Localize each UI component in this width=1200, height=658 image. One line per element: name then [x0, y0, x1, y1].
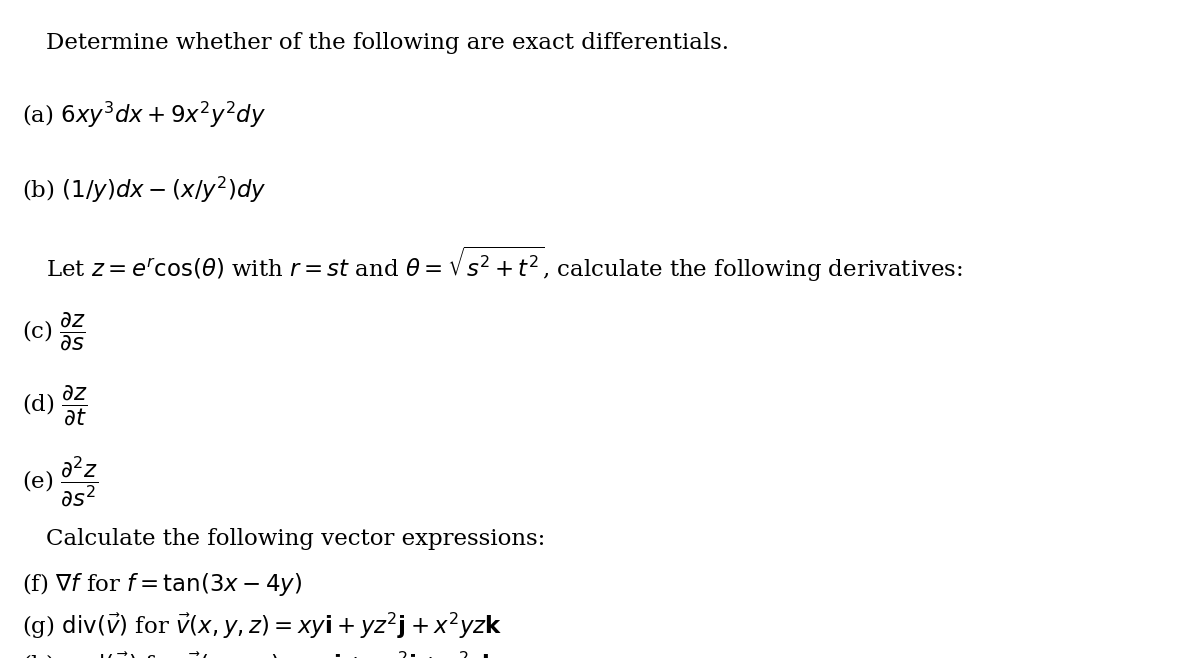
Text: (h) $\mathrm{curl}(\vec{u})$ for $\vec{u}(x, y, z) = xz\mathbf{i} + xy^2\mathbf{: (h) $\mathrm{curl}(\vec{u})$ for $\vec{u…: [22, 650, 499, 658]
Text: (a) $6xy^3dx + 9x^2y^2dy$: (a) $6xy^3dx + 9x^2y^2dy$: [22, 100, 265, 130]
Text: (g) $\mathrm{div}(\vec{v})$ for $\vec{v}(x, y, z) = xy\mathbf{i} + yz^2\mathbf{j: (g) $\mathrm{div}(\vec{v})$ for $\vec{v}…: [22, 611, 502, 641]
Text: (d) $\dfrac{\partial z}{\partial t}$: (d) $\dfrac{\partial z}{\partial t}$: [22, 383, 88, 427]
Text: Let $z = e^r\cos(\theta)$ with $r = st$ and $\theta = \sqrt{s^2 + t^2}$, calcula: Let $z = e^r\cos(\theta)$ with $r = st$ …: [46, 245, 962, 284]
Text: (c) $\dfrac{\partial z}{\partial s}$: (c) $\dfrac{\partial z}{\partial s}$: [22, 311, 85, 353]
Text: Determine whether of the following are exact differentials.: Determine whether of the following are e…: [46, 32, 728, 53]
Text: (f) $\nabla f$ for $f = \tan(3x - 4y)$: (f) $\nabla f$ for $f = \tan(3x - 4y)$: [22, 571, 302, 598]
Text: Calculate the following vector expressions:: Calculate the following vector expressio…: [46, 528, 545, 549]
Text: (e) $\dfrac{\partial^2 z}{\partial s^2}$: (e) $\dfrac{\partial^2 z}{\partial s^2}$: [22, 455, 98, 509]
Text: (b) $(1/y)dx - (x/y^2)dy$: (b) $(1/y)dx - (x/y^2)dy$: [22, 174, 266, 205]
